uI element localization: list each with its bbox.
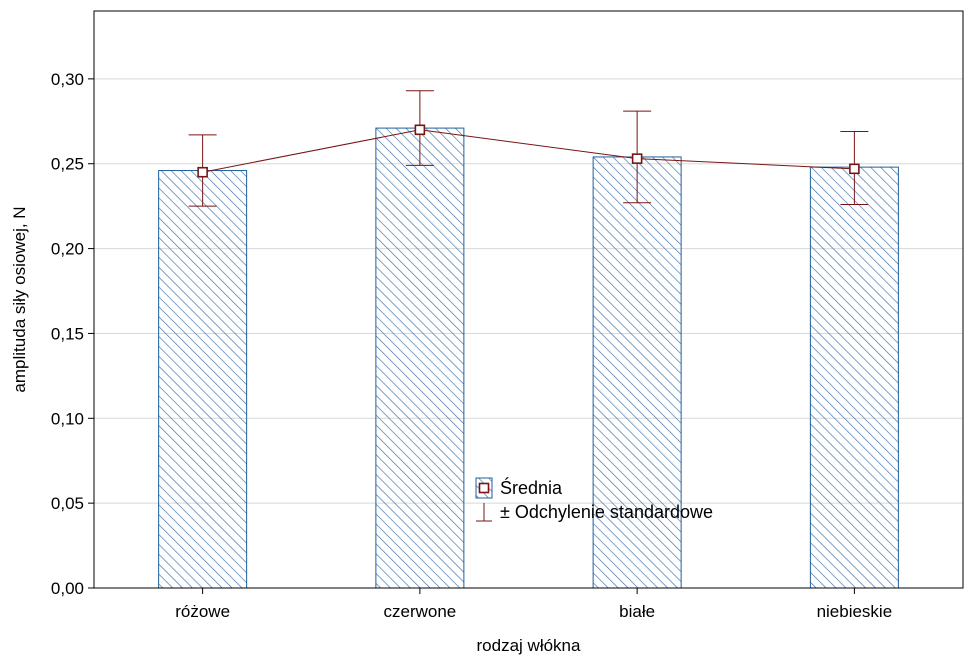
bar (158, 170, 248, 589)
legend-swatch-stddev (476, 503, 492, 522)
y-tick-label: 0,25 (51, 155, 84, 174)
x-tick-label: czerwone (383, 602, 456, 621)
x-tick-label: różowe (175, 602, 230, 621)
x-axis-title: rodzaj włókna (477, 636, 581, 655)
legend: Średnia ± Odchylenie standardowe (475, 477, 713, 522)
y-tick-label: 0,00 (51, 579, 84, 598)
bar (375, 127, 465, 589)
x-tick-label: niebieskie (817, 602, 893, 621)
legend-label-stddev: ± Odchylenie standardowe (500, 502, 713, 522)
mean-line (202, 129, 855, 173)
bar (809, 166, 899, 589)
y-tick-label: 0,30 (51, 70, 84, 89)
legend-label-mean: Średnia (500, 477, 563, 498)
mean-marker (849, 163, 860, 175)
y-axis-title: amplituda siły osiowej, N (10, 206, 29, 392)
y-tick-label: 0,10 (51, 409, 84, 428)
bar (592, 156, 682, 589)
x-tick-label: białe (619, 602, 655, 621)
y-tick-label: 0,15 (51, 324, 84, 343)
mean-marker (631, 153, 643, 164)
mean-marker (197, 166, 208, 178)
mean-marker (414, 124, 426, 136)
y-tick-label: 0,20 (51, 240, 84, 259)
y-tick-label: 0,05 (51, 494, 84, 513)
legend-marker-mean (478, 482, 490, 494)
plot-frame (93, 10, 964, 589)
